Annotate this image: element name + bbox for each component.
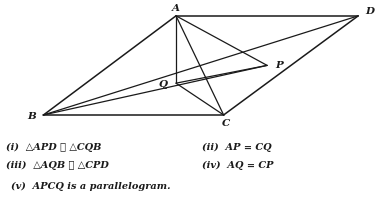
Text: (iv)  AQ = CP: (iv) AQ = CP [202,160,274,170]
Text: (ii)  AP = CQ: (ii) AP = CQ [202,142,272,151]
Text: (v)  APCQ is a parallelogram.: (v) APCQ is a parallelogram. [11,181,171,191]
Text: (iii)  △AQB ≅ △CPD: (iii) △AQB ≅ △CPD [6,160,109,170]
Text: (i)  △APD ≅ △CQB: (i) △APD ≅ △CQB [6,142,101,151]
Text: D: D [365,7,374,16]
Text: P: P [276,61,283,70]
Text: B: B [27,112,36,121]
Text: Q: Q [158,79,167,88]
Text: A: A [172,4,180,13]
Text: C: C [222,118,230,127]
